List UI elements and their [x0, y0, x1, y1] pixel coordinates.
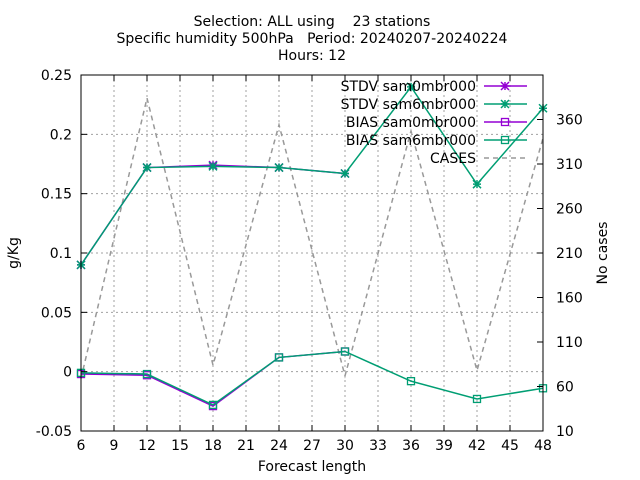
x-tick-label: 9	[110, 438, 119, 454]
title-line: Selection: ALL using 23 stations	[194, 14, 431, 30]
x-tick-label: 6	[77, 438, 86, 454]
y2-tick-label: 310	[556, 157, 583, 173]
x-tick-label: 42	[468, 438, 486, 454]
data-point	[208, 161, 218, 171]
legend: STDV sam0mbr000 STDV sam6mbr000 BIAS sam0m…	[341, 79, 527, 167]
y2-tick-label: 360	[556, 113, 583, 129]
x-tick-label: 27	[303, 438, 321, 454]
x-tick-label: 39	[435, 438, 453, 454]
data-point	[406, 377, 416, 386]
legend-label: BIAS sam0mbr000	[346, 115, 476, 131]
y-tick-label: 0.25	[41, 68, 72, 84]
grid	[81, 75, 543, 431]
x-axis-label: Forecast length	[258, 459, 366, 475]
legend-marker	[500, 117, 510, 127]
y-tick-label: 0	[63, 365, 72, 381]
y2-tick-label: 110	[556, 335, 583, 351]
data-point	[274, 163, 284, 173]
x-tick-label: 18	[204, 438, 222, 454]
data-point	[142, 163, 152, 173]
y2-tick-label: 260	[556, 202, 583, 218]
data-point	[340, 347, 350, 356]
series-line	[80, 85, 544, 266]
x-tick-label: 48	[534, 438, 552, 454]
data-point	[340, 168, 350, 179]
y-tick-label: 0.2	[50, 127, 72, 143]
y2-axis-label: No cases	[595, 222, 611, 285]
legend-label: CASES	[430, 151, 476, 167]
y-tick-label: 0.05	[41, 305, 72, 321]
data-point	[274, 353, 284, 362]
data-point	[406, 82, 416, 92]
legend-marker	[500, 81, 510, 91]
y-tick-label: 0.1	[50, 246, 72, 262]
x-tick-label: 33	[369, 438, 387, 454]
legend-marker	[500, 99, 510, 109]
series-area	[76, 82, 548, 411]
y2-tick-label: 60	[556, 380, 574, 396]
series-cases	[80, 97, 544, 379]
data-point	[142, 369, 152, 379]
x-tick-label: 12	[138, 438, 156, 454]
x-tick-label: 21	[237, 438, 255, 454]
y2-tick-label: 160	[556, 291, 583, 307]
series-line	[80, 97, 544, 379]
x-tick-label: 36	[402, 438, 420, 454]
y-tick-label: 0.15	[41, 187, 72, 203]
series-line	[80, 350, 346, 407]
x-tick-label: 45	[501, 438, 519, 454]
legend-label: STDV sam0mbr000	[341, 79, 476, 95]
y-tick-label: -0.05	[36, 424, 72, 440]
legend-label: STDV sam6mbr000	[341, 97, 476, 113]
title-line: Hours: 12	[278, 48, 346, 64]
y-axis-label: g/Kg	[6, 237, 22, 269]
axes: 6 9 12 15 18 21 24 27 30 33 36 39 42 45 48 -0.05 0 0.05 0.…	[36, 68, 583, 454]
legend-label: BIAS sam6mbr000	[346, 133, 476, 149]
x-tick-label: 15	[171, 438, 189, 454]
legend-marker	[500, 135, 510, 145]
series-line	[80, 350, 544, 406]
data-point	[472, 179, 482, 189]
data-point	[208, 400, 218, 410]
y2-tick-label: 10	[556, 424, 574, 440]
data-point	[472, 394, 482, 404]
x-tick-label: 24	[270, 438, 288, 454]
y2-tick-label: 210	[556, 246, 583, 262]
title-line: Specific humidity 500hPa Period: 2024020…	[117, 31, 508, 47]
chart-title: Selection: ALL using 23 stationsSpecific…	[117, 14, 508, 64]
x-tick-label: 30	[336, 438, 354, 454]
